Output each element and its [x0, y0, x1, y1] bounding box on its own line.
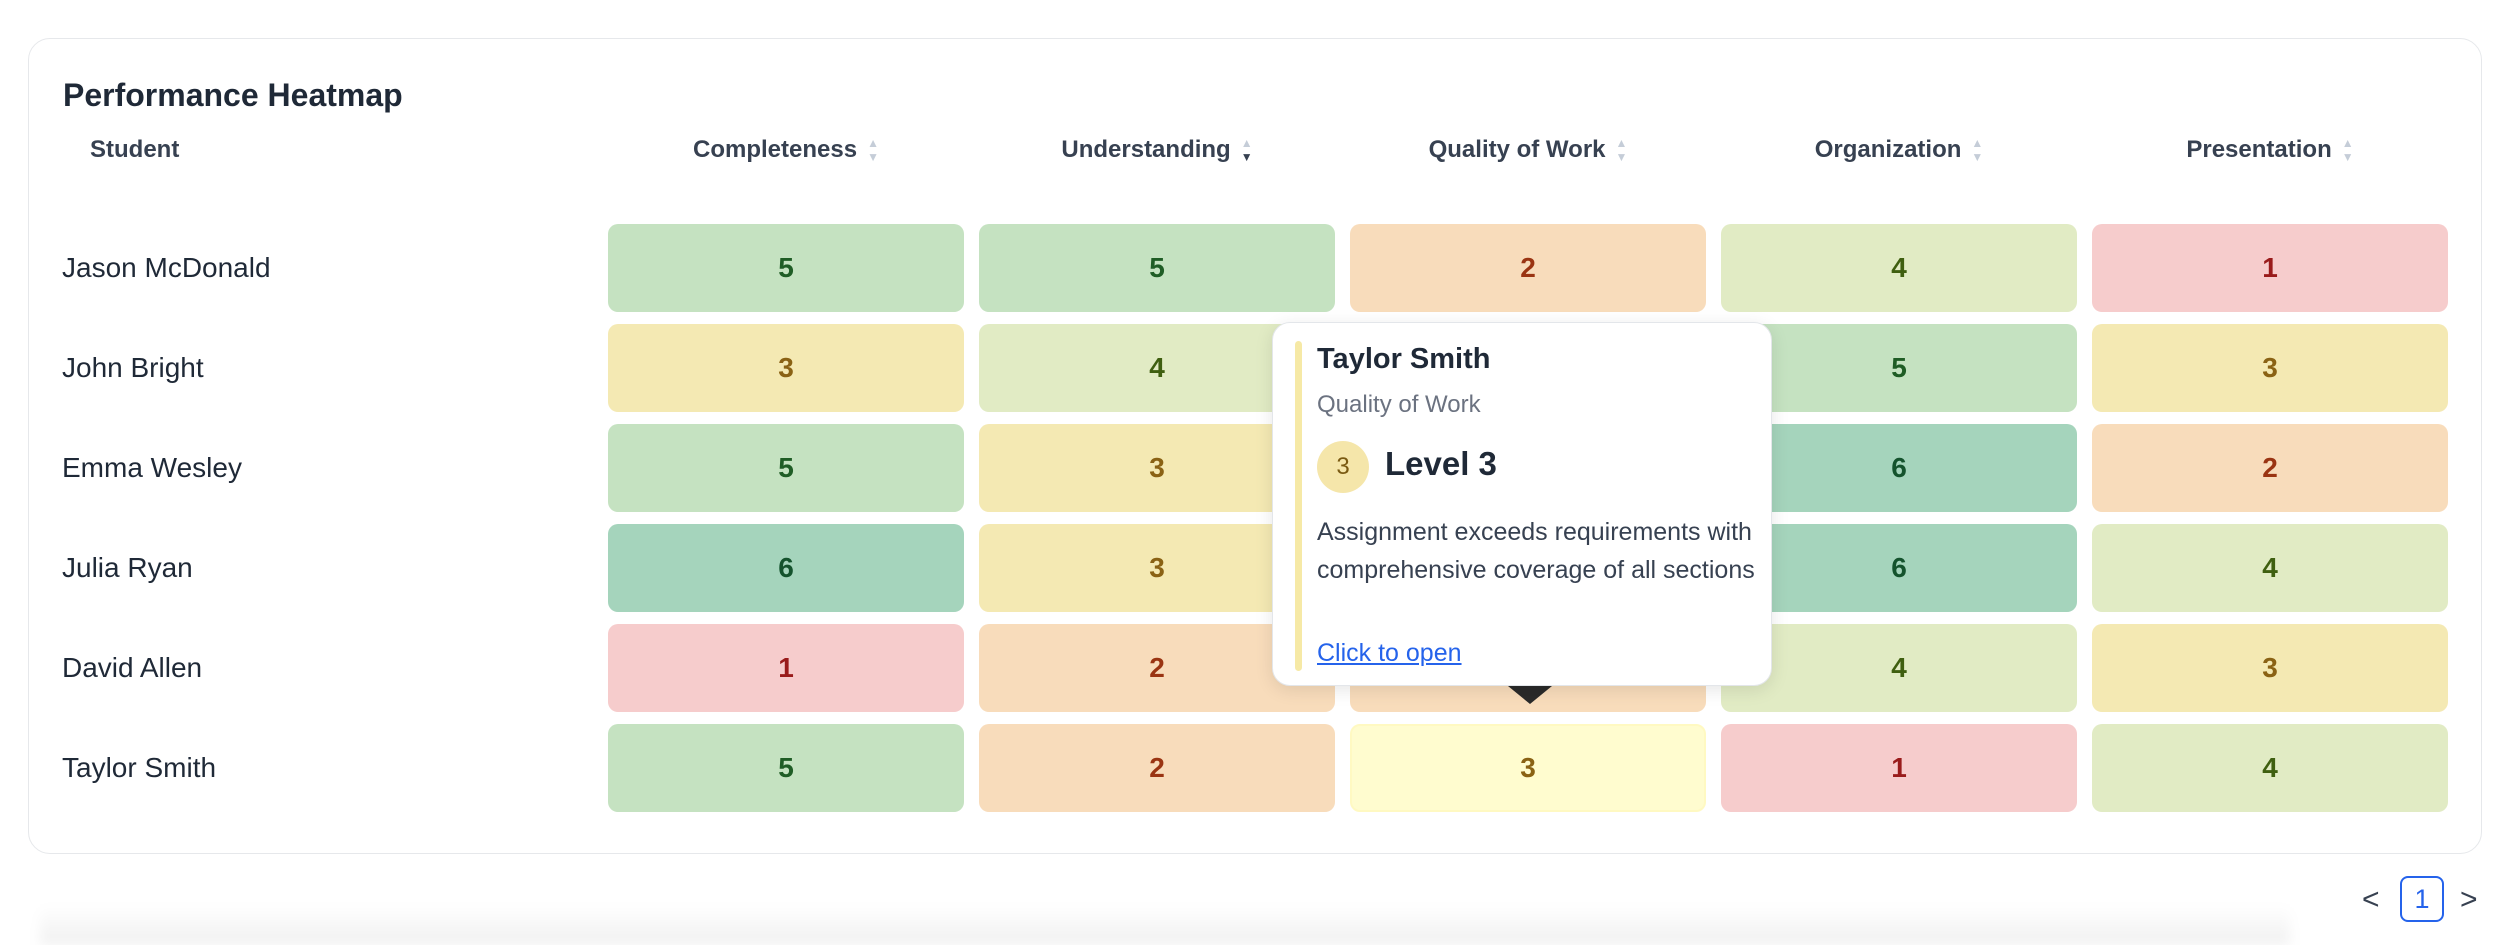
- student-name: John Bright: [62, 352, 204, 383]
- cell-tooltip: Taylor Smith Quality of Work 3 Level 3 A…: [1272, 322, 1772, 686]
- score-cell-presentation[interactable]: 2: [2092, 424, 2448, 512]
- tooltip-student-name: Taylor Smith: [1317, 343, 1491, 375]
- tooltip-arrow: [1508, 686, 1552, 704]
- score-cell-organization[interactable]: 5: [1721, 324, 2077, 412]
- tooltip-open-link[interactable]: Click to open: [1317, 639, 1462, 667]
- sort-icon[interactable]: ▲ ▼: [867, 136, 879, 164]
- sort-icon[interactable]: ▲ ▼: [2341, 136, 2354, 164]
- tooltip-criterion: Quality of Work: [1317, 391, 1481, 418]
- column-header-understanding[interactable]: Understanding ▲ ▼: [1061, 136, 1253, 164]
- page-shadow: [40, 905, 2290, 945]
- student-name: Emma Wesley: [62, 452, 242, 483]
- tooltip-level-badge: 3: [1317, 441, 1369, 493]
- score-cell-organization[interactable]: 4: [1721, 624, 2077, 712]
- score-cell-completeness[interactable]: 5: [608, 424, 964, 512]
- sort-icon[interactable]: ▲ ▼: [1971, 136, 1984, 164]
- score-cell-understanding[interactable]: 5: [979, 224, 1335, 312]
- column-header-presentation[interactable]: Presentation ▲ ▼: [2186, 136, 2354, 164]
- column-header-student: Student: [90, 136, 180, 163]
- score-cell-presentation[interactable]: 4: [2092, 524, 2448, 612]
- column-header-completeness[interactable]: Completeness ▲ ▼: [693, 136, 879, 164]
- score-cell-completeness[interactable]: 6: [608, 524, 964, 612]
- score-cell-presentation[interactable]: 1: [2092, 224, 2448, 312]
- sort-icon[interactable]: ▲ ▼: [1615, 136, 1628, 164]
- score-cell-completeness[interactable]: 3: [608, 324, 964, 412]
- score-cell-quality[interactable]: 3: [1350, 724, 1706, 812]
- column-header-organization[interactable]: Organization ▲ ▼: [1814, 136, 1984, 164]
- tooltip-description: Assignment exceeds requirements with com…: [1317, 518, 1755, 584]
- score-cell-presentation[interactable]: 4: [2092, 724, 2448, 812]
- score-cell-completeness[interactable]: 5: [608, 224, 964, 312]
- tooltip-level-label: Level 3: [1385, 445, 1497, 482]
- student-name: Jason McDonald: [62, 252, 271, 283]
- score-cell-presentation[interactable]: 3: [2092, 324, 2448, 412]
- score-cell-organization[interactable]: 6: [1721, 424, 2077, 512]
- page-title: Performance Heatmap: [63, 77, 403, 113]
- score-cell-presentation[interactable]: 3: [2092, 624, 2448, 712]
- score-cell-completeness[interactable]: 5: [608, 724, 964, 812]
- score-cell-completeness[interactable]: 1: [608, 624, 964, 712]
- pagination-page-1[interactable]: 1: [2400, 876, 2444, 922]
- sort-descending-icon[interactable]: ▲ ▼: [1240, 136, 1253, 164]
- score-cell-understanding[interactable]: 2: [979, 724, 1335, 812]
- pagination-prev-button[interactable]: <: [2362, 883, 2380, 916]
- score-cell-organization[interactable]: 4: [1721, 224, 2077, 312]
- score-cell-organization[interactable]: 1: [1721, 724, 2077, 812]
- pagination-next-button[interactable]: >: [2460, 883, 2478, 916]
- column-header-quality[interactable]: Quality of Work ▲ ▼: [1428, 136, 1628, 164]
- student-name: Julia Ryan: [62, 552, 193, 583]
- tooltip-accent-bar: [1295, 341, 1302, 671]
- student-name: David Allen: [62, 652, 203, 683]
- student-name: Taylor Smith: [62, 752, 217, 783]
- score-cell-organization[interactable]: 6: [1721, 524, 2077, 612]
- score-cell-quality[interactable]: 2: [1350, 224, 1706, 312]
